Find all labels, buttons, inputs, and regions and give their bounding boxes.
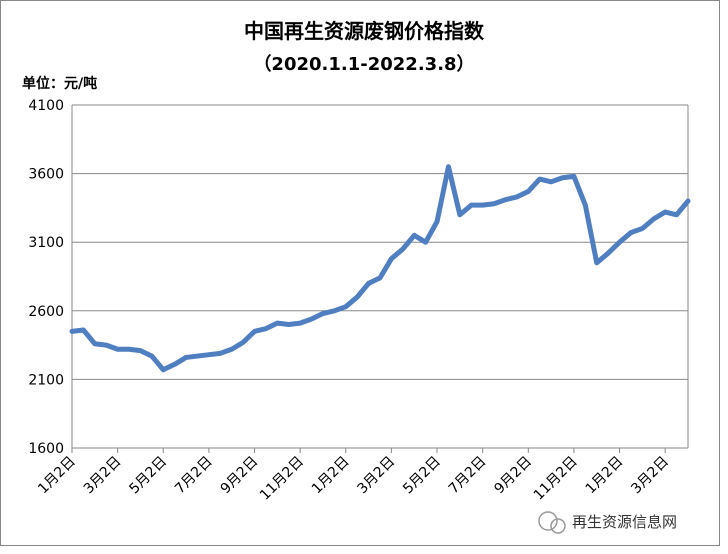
y-tick-label: 1600 xyxy=(28,441,64,457)
y-tick-label: 4100 xyxy=(28,98,64,114)
price-line xyxy=(69,164,691,373)
chart-frame xyxy=(0,0,720,546)
y-tick-label: 2600 xyxy=(28,304,64,320)
y-tick-label: 3600 xyxy=(28,167,64,183)
y-tick-label: 2100 xyxy=(28,372,64,388)
y-tick-label: 3100 xyxy=(28,235,64,251)
chart-title: 中国再生资源废钢价格指数 xyxy=(244,19,485,43)
chart-subtitle: （2020.1.1-2022.3.8） xyxy=(253,54,474,75)
y-axis-label: 单位：元/吨 xyxy=(22,75,97,92)
watermark-icon xyxy=(538,511,566,534)
watermark: 再生资源信息网 xyxy=(572,513,677,531)
